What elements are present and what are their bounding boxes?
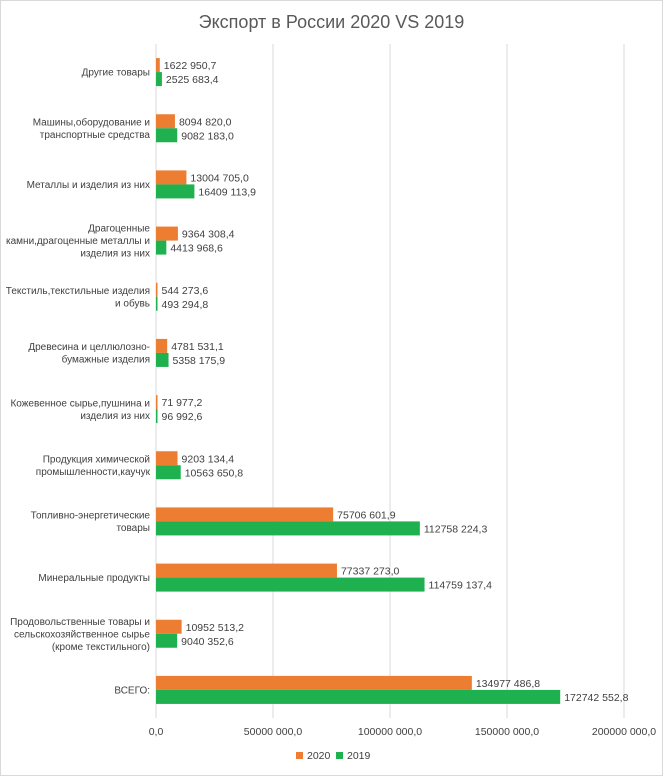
data-label-2019: 114759 137,4 — [429, 580, 493, 592]
bar-2020 — [156, 282, 158, 297]
bar-2020 — [156, 563, 337, 578]
data-label-2020: 9364 308,4 — [182, 229, 235, 241]
category-label: ВСЕГО: — [114, 685, 150, 696]
legend-label-2020: 2020 — [307, 750, 331, 762]
data-label-2019: 112758 224,3 — [424, 523, 488, 535]
data-label-2020: 8094 820,0 — [179, 116, 232, 128]
bar-2020 — [156, 170, 187, 185]
data-label-2020: 71 977,2 — [162, 397, 203, 409]
data-label-2020: 77337 273,0 — [341, 566, 400, 578]
data-label-2019: 4413 968,6 — [170, 243, 223, 255]
bar-2020 — [156, 619, 182, 634]
category-label: Минеральные продукты — [38, 573, 150, 584]
data-label-2019: 16409 113,9 — [198, 186, 256, 198]
bar-2019 — [156, 128, 178, 143]
bar-2019 — [156, 577, 425, 592]
legend-label-2019: 2019 — [347, 750, 371, 762]
bar-2019 — [156, 240, 167, 255]
data-label-2019: 9082 183,0 — [181, 130, 234, 142]
category-label: Металлы и изделия из них — [27, 180, 150, 191]
x-tick-label: 100000 000,0 — [358, 726, 422, 738]
bar-2019 — [156, 296, 158, 311]
grid-lines — [155, 44, 625, 718]
legend: 2020 2019 — [296, 750, 371, 762]
bar-2019 — [156, 72, 162, 87]
bar-2019 — [156, 521, 420, 536]
bar-2020 — [156, 58, 160, 73]
category-label: Драгоценные камни,драгоценные металлы и из… — [6, 224, 150, 260]
data-label-2019: 2525 683,4 — [166, 74, 219, 86]
bar-2019 — [156, 409, 158, 424]
data-label-2019: 5358 175,9 — [173, 355, 226, 367]
category-label: Древесина и целлюлозно-бумажные изделия — [28, 342, 150, 366]
bar-2019 — [156, 689, 561, 704]
data-label-2019: 10563 650,8 — [185, 467, 244, 479]
category-labels: Другие товары Машины,оборудование и трансп… — [6, 68, 151, 697]
data-label-2019: 96 992,6 — [162, 411, 203, 423]
data-label-2019: 493 294,8 — [162, 299, 209, 311]
bar-2020 — [156, 338, 168, 353]
bar-2019 — [156, 465, 181, 480]
category-label: Продукция химической промышленности,каучу… — [36, 455, 151, 479]
data-label-2020: 10952 513,2 — [186, 622, 245, 634]
bar-2019 — [156, 352, 169, 367]
category-label: Кожевенное сырье,пушнина и изделия из них — [10, 398, 150, 422]
data-label-2020: 4781 531,1 — [171, 341, 224, 353]
data-label-2019: 9040 352,6 — [181, 636, 234, 648]
bar-2020 — [156, 114, 175, 129]
x-tick-label: 200000 000,0 — [592, 726, 656, 738]
bar-2019 — [156, 633, 178, 648]
chart-title: Экспорт в России 2020 VS 2019 — [198, 12, 465, 32]
data-label-2020: 9203 134,4 — [182, 453, 235, 465]
data-label-2019: 172742 552,8 — [564, 692, 628, 704]
category-label: Топливно-энергетические товары — [31, 511, 151, 535]
category-label: Текстиль,текстильные изделия и обувь — [6, 286, 150, 310]
x-tick-label: 50000 000,0 — [244, 726, 303, 738]
bars — [156, 58, 561, 704]
category-label: Продовольственные товары и сельскохозяйст… — [10, 617, 150, 653]
legend-swatch-2019 — [336, 752, 343, 759]
bar-2020 — [156, 395, 158, 410]
category-label: Машины,оборудование и транспортные средст… — [33, 117, 151, 142]
x-tick-label: 150000 000,0 — [475, 726, 539, 738]
data-label-2020: 13004 705,0 — [190, 172, 249, 184]
x-axis-ticks: 0,0 50000 000,0 100000 000,0 150000 000,0 20… — [149, 726, 657, 738]
legend-swatch-2020 — [296, 752, 303, 759]
bar-2020 — [156, 451, 178, 466]
data-label-2020: 134977 486,8 — [476, 678, 540, 690]
bar-2019 — [156, 184, 195, 199]
data-label-2020: 75706 601,9 — [337, 509, 396, 521]
x-tick-label: 0,0 — [149, 726, 164, 738]
bar-2020 — [156, 675, 472, 690]
data-labels: 1622 950,7 2525 683,4 8094 820,0 9082 183,0… — [162, 60, 629, 704]
bar-2020 — [156, 507, 334, 522]
data-label-2020: 1622 950,7 — [164, 60, 217, 72]
data-label-2020: 544 273,6 — [162, 285, 209, 297]
bar-2020 — [156, 226, 178, 241]
category-label: Другие товары — [82, 68, 150, 79]
